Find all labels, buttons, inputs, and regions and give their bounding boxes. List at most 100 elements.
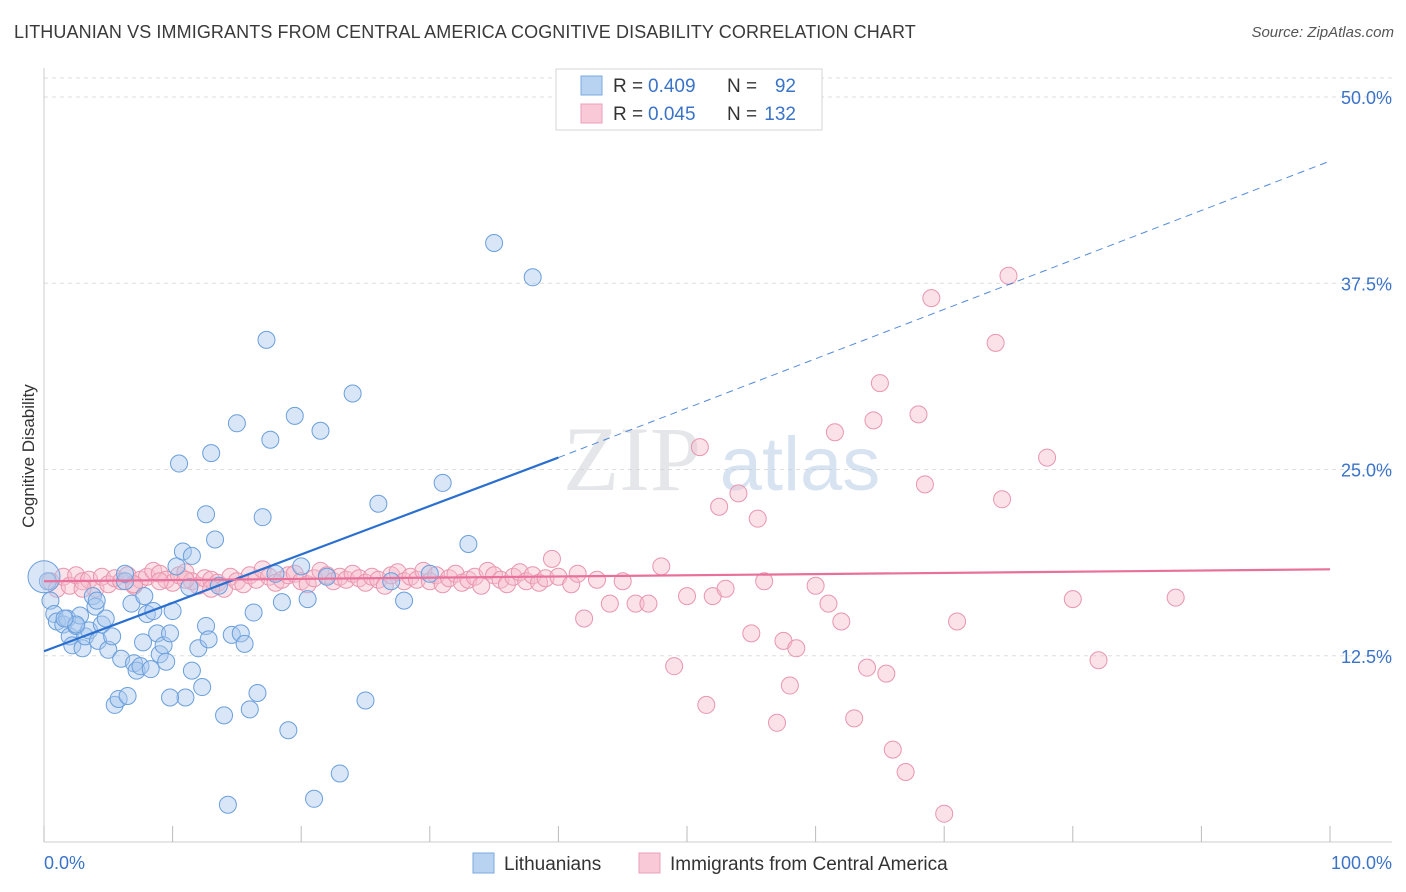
data-point-lithuanians (199, 630, 218, 649)
data-point-lithuanians (248, 684, 267, 702)
data-point-immigrants (883, 740, 902, 759)
data-point-immigrants (845, 709, 864, 728)
data-point-lithuanians (182, 661, 201, 680)
data-point-lithuanians (99, 640, 118, 659)
data-point-immigrants (948, 612, 967, 631)
legend-n-value-1: 92 (775, 76, 796, 97)
data-point-immigrants (909, 405, 928, 424)
data-point-immigrants (768, 713, 787, 732)
data-point-lithuanians (235, 634, 254, 653)
bottom-legend-swatch-pink (638, 852, 661, 874)
data-point-immigrants (787, 639, 806, 658)
data-point-lithuanians (134, 633, 153, 652)
data-point-immigrants (626, 594, 645, 613)
data-point-lithuanians (305, 789, 324, 808)
data-point-lithuanians (135, 587, 154, 606)
data-point-immigrants (922, 289, 941, 308)
data-point-lithuanians (257, 330, 276, 349)
data-point-immigrants (825, 423, 844, 442)
watermark-zip: ZIP (563, 408, 701, 510)
data-point-immigrants (1038, 448, 1057, 467)
data-point-immigrants (536, 569, 555, 588)
data-point-lithuanians (131, 657, 150, 676)
data-point-lithuanians (272, 593, 291, 612)
data-point-lithuanians (261, 430, 280, 449)
y-tick-label: 50.0% (1341, 88, 1392, 108)
legend-r-label-2: R = (613, 104, 643, 125)
data-point-lithuanians (173, 542, 192, 561)
legend-n-value-2: 132 (764, 104, 796, 125)
data-point-lithuanians (73, 639, 92, 658)
legend-n-label-1: N = (727, 76, 757, 97)
legend-r-value-1: 0.409 (648, 76, 696, 97)
data-point-lithuanians (240, 700, 259, 719)
data-point-lithuanians (118, 686, 137, 705)
data-point-lithuanians (231, 624, 250, 643)
y-tick-label: 25.0% (1341, 461, 1392, 481)
data-point-lithuanians (244, 603, 263, 622)
data-point-lithuanians (150, 645, 169, 664)
data-point-lithuanians (227, 414, 246, 433)
data-point-immigrants (864, 411, 883, 430)
trend-line-lithuanians-extrapolated (558, 160, 1331, 459)
data-point-lithuanians (317, 567, 336, 586)
data-point-immigrants (710, 497, 729, 516)
data-point-lithuanians (298, 590, 317, 609)
data-point-lithuanians (96, 609, 115, 628)
data-point-lithuanians (141, 660, 160, 679)
data-point-immigrants (819, 594, 838, 613)
data-point-immigrants (690, 438, 709, 457)
data-point-lithuanians (116, 564, 135, 583)
data-point-lithuanians (167, 557, 186, 576)
data-point-immigrants (742, 624, 761, 643)
data-point-lithuanians (161, 688, 180, 707)
data-point-lithuanians (369, 494, 388, 513)
x-tick-label-max: 100.0% (1331, 853, 1392, 873)
data-point-lithuanians (182, 546, 201, 565)
data-point-lithuanians (148, 624, 167, 643)
data-point-lithuanians (193, 678, 212, 697)
data-point-immigrants (748, 509, 767, 528)
data-point-lithuanians (197, 616, 216, 635)
data-point-immigrants (999, 266, 1018, 285)
bottom-legend: Lithuanians Immigrants from Central Amer… (472, 852, 948, 875)
data-point-lithuanians (67, 615, 86, 634)
data-point-lithuanians (420, 564, 439, 583)
y-axis-label: Cognitive Disability (19, 384, 38, 528)
data-point-lithuanians (86, 597, 105, 616)
data-point-immigrants (986, 333, 1005, 352)
data-point-immigrants (600, 594, 619, 613)
legend-r-value-2: 0.045 (648, 104, 696, 125)
data-point-immigrants (806, 576, 825, 595)
data-point-lithuanians (523, 268, 542, 287)
trend-line-immigrants (43, 568, 1331, 583)
trend-line-lithuanians (43, 456, 559, 653)
data-point-immigrants (678, 587, 696, 606)
data-point-immigrants (587, 570, 606, 589)
data-point-immigrants (542, 549, 561, 568)
data-point-lithuanians (356, 691, 375, 710)
data-point-lithuanians (382, 572, 401, 591)
data-point-lithuanians (197, 505, 216, 524)
data-point-lithuanians (485, 234, 504, 253)
axes (43, 68, 1392, 843)
data-point-lithuanians (285, 406, 304, 425)
data-point-lithuanians (459, 535, 478, 553)
y-tick-label: 12.5% (1341, 647, 1392, 667)
legend-n-label-2: N = (727, 104, 757, 125)
data-point-immigrants (1089, 651, 1108, 670)
data-point-immigrants (729, 484, 748, 503)
data-point-lithuanians (176, 688, 195, 707)
blue-series-points (27, 234, 542, 814)
data-point-immigrants (568, 564, 587, 583)
data-point-immigrants (896, 762, 915, 781)
data-point-immigrants (697, 695, 716, 714)
data-point-lithuanians (206, 530, 225, 549)
data-point-lithuanians (161, 624, 180, 643)
data-point-immigrants (665, 657, 684, 676)
data-point-immigrants (832, 612, 851, 631)
data-point-lithuanians (433, 473, 452, 492)
legend-r-label-1: R = (613, 76, 643, 97)
data-point-lithuanians (55, 609, 74, 628)
data-point-lithuanians (218, 795, 237, 814)
